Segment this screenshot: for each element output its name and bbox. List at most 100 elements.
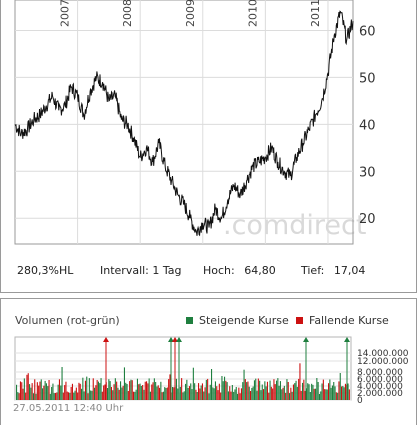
volume-bar	[214, 381, 216, 400]
volume-bar	[122, 385, 124, 400]
volume-bar	[216, 386, 218, 400]
interval-stat: Intervall: 1 Tag	[100, 264, 182, 277]
price-chart-panel: .comdirect 2007 2008 2009 2010 2011 20 30 40 50…	[0, 0, 417, 293]
volume-bar	[220, 392, 222, 400]
volume-bar	[112, 390, 114, 400]
volume-bar	[343, 387, 345, 400]
volume-bar	[250, 391, 252, 400]
volume-bar	[148, 378, 150, 400]
volume-bar	[243, 369, 245, 400]
volume-bar	[224, 376, 226, 400]
volume-bar	[87, 393, 89, 400]
volume-bar	[123, 367, 125, 400]
volume-bar	[291, 391, 293, 400]
volume-bar	[35, 393, 37, 400]
volume-bar	[23, 378, 25, 400]
volume-bar	[266, 381, 268, 400]
price-x-tick-label: 2011	[309, 0, 322, 27]
volume-bar	[191, 389, 193, 400]
price-y-tick-label: 30	[359, 165, 376, 180]
volume-bar	[320, 391, 322, 400]
volume-y-tick-label: 2.000.000	[357, 389, 403, 399]
volume-bar	[195, 389, 197, 400]
volume-bar	[38, 385, 40, 400]
volume-bar	[140, 386, 142, 400]
price-plot-frame	[14, 0, 354, 245]
volume-bar	[244, 379, 246, 400]
volume-bar	[213, 388, 215, 400]
volume-bar	[212, 387, 214, 400]
price-y-tick-label: 20	[359, 212, 376, 227]
volume-bar	[205, 379, 207, 400]
legend-up-swatch	[186, 317, 193, 324]
volume-bar	[44, 380, 46, 400]
volume-bar	[19, 381, 21, 400]
volume-bar	[78, 382, 80, 400]
volume-bar	[298, 378, 300, 400]
volume-bar	[75, 387, 77, 400]
volume-bar	[49, 393, 51, 400]
volume-bar	[104, 384, 106, 400]
volume-bar	[136, 378, 138, 400]
volume-bar	[91, 390, 93, 400]
volume-bar	[300, 390, 302, 400]
volume-bar	[86, 376, 88, 400]
low-stat: Tief: 17,04	[301, 264, 365, 277]
volume-bar	[334, 386, 336, 400]
volume-bar	[45, 383, 47, 400]
volume-chart: 02.000.0004.000.0006.000.0008.000.00012.…	[14, 336, 409, 406]
high-label: Hoch:	[203, 264, 235, 277]
volume-bar	[186, 379, 188, 400]
volume-bar	[192, 367, 194, 400]
volume-bar	[207, 378, 209, 400]
volume-bar	[255, 378, 257, 400]
volume-bar	[251, 387, 253, 400]
volume-spike-arrow	[103, 337, 109, 342]
volume-bar	[201, 383, 203, 400]
volume-bar	[227, 391, 229, 400]
volume-y-tick-label: 8.000.000	[357, 368, 403, 378]
volume-bar	[286, 379, 288, 400]
volume-bar	[160, 381, 162, 400]
volume-bar	[107, 388, 109, 400]
volume-bar	[149, 391, 151, 400]
volume-bar	[347, 383, 349, 400]
performance-value: 280,3%HL	[17, 264, 74, 277]
volume-bar	[92, 378, 94, 400]
volume-bar	[179, 386, 181, 400]
volume-bar	[311, 383, 313, 400]
volume-bar	[81, 388, 83, 400]
volume-chart-panel: Volumen (rot-grün) Steigende Kurse Falle…	[0, 298, 417, 425]
volume-bar	[58, 379, 60, 400]
volume-bar	[139, 383, 141, 400]
volume-bar	[331, 385, 333, 400]
volume-bar	[61, 367, 63, 400]
volume-bar	[155, 382, 157, 400]
volume-y-tick-label: 4.000.000	[357, 382, 403, 392]
volume-bar	[190, 383, 192, 400]
volume-bar	[39, 381, 41, 400]
volume-bar	[97, 381, 99, 400]
volume-bar	[296, 386, 298, 400]
volume-bar	[77, 392, 79, 400]
volume-bar	[247, 381, 249, 400]
volume-bar	[65, 381, 67, 400]
volume-bar	[118, 389, 120, 400]
volume-bar	[188, 386, 190, 400]
price-x-tick-label: 2007	[59, 0, 72, 27]
volume-bar	[274, 384, 276, 400]
volume-bar	[127, 391, 129, 400]
volume-bar	[316, 378, 318, 400]
price-y-tick-label: 50	[359, 71, 376, 86]
volume-bar	[94, 387, 96, 400]
volume-bar	[109, 381, 111, 400]
volume-bar	[281, 389, 283, 400]
volume-bar	[256, 390, 258, 400]
volume-bar	[273, 379, 275, 400]
volume-bar	[259, 380, 261, 400]
volume-bar	[36, 382, 38, 400]
volume-bar	[27, 373, 29, 400]
volume-bar	[307, 383, 309, 400]
volume-bar	[295, 380, 297, 400]
volume-bar	[229, 386, 231, 400]
